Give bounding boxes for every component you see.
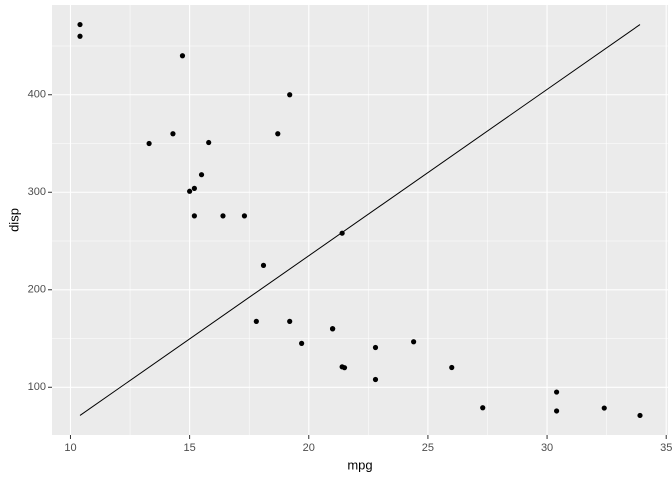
x-tick-label: 15 [183,442,195,454]
x-tick-label: 30 [541,442,553,454]
point [220,213,226,219]
point [206,139,212,146]
y-tick-label: 300 [28,186,46,198]
point [449,364,455,371]
x-tick-label: 25 [422,442,434,454]
x-tick-label: 20 [303,442,315,454]
point [339,364,345,370]
point [275,131,281,137]
point [170,131,176,137]
point [187,188,193,194]
point [287,318,293,324]
point [146,140,152,147]
point [77,21,83,28]
point [179,53,186,59]
x-tick-label: 35 [660,442,672,454]
point [198,172,205,178]
point [339,230,345,236]
point [287,92,293,98]
point [329,326,336,332]
y-tick-label: 200 [28,284,46,296]
point [77,33,83,39]
y-axis-title: disp [6,208,21,232]
point [299,340,305,346]
point [253,318,259,324]
point [372,376,379,383]
point [260,262,267,268]
point [411,339,417,345]
point [191,213,197,219]
point [480,405,486,411]
point [553,389,560,395]
point [553,408,560,414]
x-tick-label: 10 [64,442,76,454]
point [191,185,197,191]
point [637,412,643,419]
y-tick-label: 100 [28,381,46,393]
x-axis-title: mpg [347,457,372,472]
point [372,344,379,351]
y-tick-label: 400 [28,89,46,101]
point [241,213,248,219]
point [601,405,607,411]
line [79,24,641,416]
